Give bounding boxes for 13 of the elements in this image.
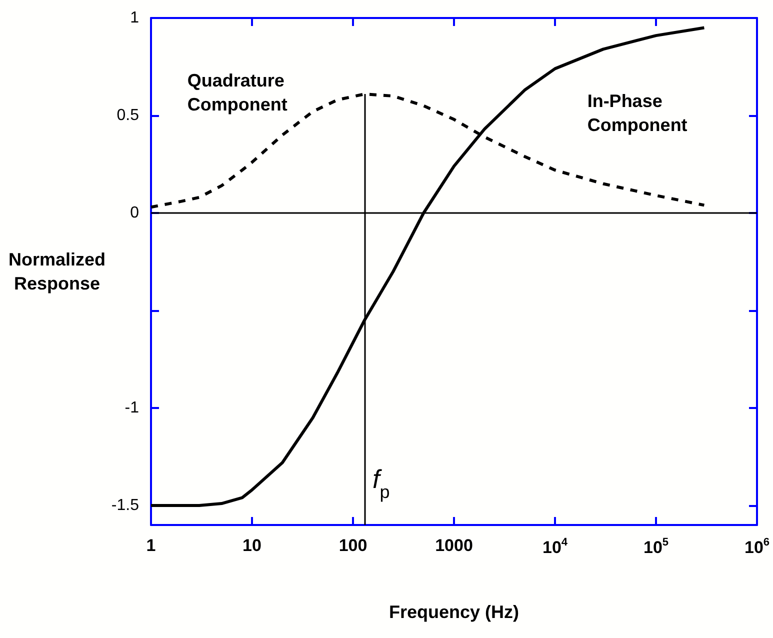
series-label: In-Phase Component (587, 90, 688, 135)
series-label: Quadrature Component (187, 70, 290, 115)
y-axis-title: Normalized Response (8, 250, 106, 294)
y-tick-label: 0.5 (116, 107, 140, 124)
x-tick-label: 1 (146, 536, 156, 555)
x-axis-title: Frequency (Hz) (388, 602, 520, 622)
y-tick-label: -1.5 (111, 497, 140, 514)
y-tick-label: 0 (130, 204, 140, 222)
x-tick-label: 100 (338, 536, 368, 555)
y-tick-label: -1 (124, 400, 140, 416)
x-tick-label: 1000 (435, 536, 473, 555)
x-tick-label: 10 (242, 536, 262, 555)
y-tick-label: 1 (130, 10, 140, 26)
